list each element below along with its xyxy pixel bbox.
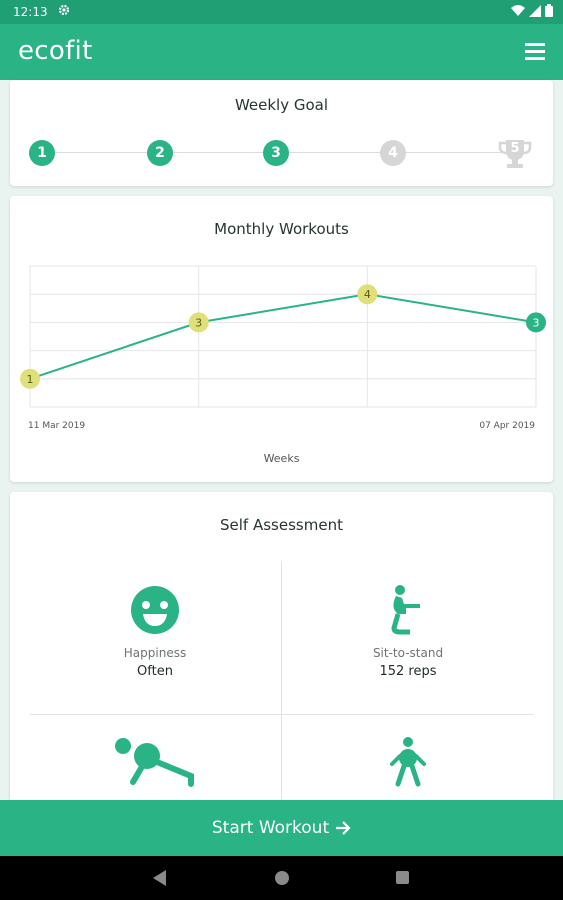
- system-nav-bar: [0, 856, 563, 900]
- weekly-goal-card: Weekly Goal 1 2 3 4 5: [10, 80, 553, 186]
- status-time: 12:13: [13, 5, 48, 19]
- assessment-walking[interactable]: [283, 736, 533, 792]
- assessment-label: Sit-to-stand: [372, 646, 444, 660]
- data-point: [20, 368, 40, 389]
- app-title: ecofit: [18, 36, 93, 66]
- x-tick-start: 11 Mar 2019: [28, 421, 86, 431]
- goal-step-5: 5: [510, 141, 520, 156]
- assessment-value: 152 reps: [379, 664, 437, 679]
- data-point: [188, 312, 209, 333]
- settings-icon: [58, 4, 70, 19]
- trophy-icon: 5: [498, 138, 532, 170]
- walking-icon: [390, 737, 426, 787]
- arrow-right-icon: [336, 821, 351, 835]
- grid-divider-vertical: [281, 562, 282, 812]
- weekly-goal-title: Weekly Goal: [234, 96, 329, 114]
- smiley-icon: [131, 586, 179, 634]
- assessment-plank[interactable]: [30, 736, 280, 792]
- x-tick-end: 07 Apr 2019: [479, 421, 535, 431]
- goal-step-4: 4: [380, 140, 406, 166]
- data-label: 4: [364, 288, 371, 301]
- data-label: 3: [195, 316, 202, 329]
- data-point: [526, 312, 546, 333]
- goal-step-1: 1: [29, 140, 55, 166]
- assessment-happiness[interactable]: Happiness Often: [30, 584, 280, 679]
- assessment-label: Happiness: [123, 646, 187, 660]
- home-icon[interactable]: [275, 871, 289, 885]
- chart-title: Monthly Workouts: [214, 220, 349, 238]
- x-axis-label: Weeks: [263, 452, 300, 465]
- start-workout-button[interactable]: Start Workout: [0, 800, 563, 856]
- data-label: 1: [27, 373, 34, 386]
- series-line: [29, 293, 537, 380]
- self-assessment-title: Self Assessment: [220, 516, 343, 534]
- wifi-icon: [511, 4, 525, 16]
- plank-icon: [115, 738, 194, 787]
- status-icons: [511, 4, 553, 17]
- status-bar: 12:13: [0, 0, 563, 24]
- menu-icon[interactable]: [525, 41, 545, 61]
- back-icon[interactable]: [153, 870, 167, 886]
- self-assessment-card: Self Assessment Happiness Often Sit-to-s…: [10, 492, 553, 812]
- recents-icon[interactable]: [396, 871, 409, 884]
- data-point: [357, 284, 378, 305]
- assessment-value: Often: [137, 664, 173, 679]
- data-label: 3: [533, 316, 540, 329]
- assessment-sit-to-stand[interactable]: Sit-to-stand 152 reps: [283, 584, 533, 679]
- goal-step-2: 2: [147, 140, 173, 166]
- monthly-workouts-card: Monthly Workouts 1 3 4 3 11 Mar 2019 07 Apr…: [10, 196, 553, 482]
- goal-step-3: 3: [263, 140, 289, 166]
- start-workout-label: Start Workout: [211, 818, 330, 838]
- sit-to-stand-icon: [391, 585, 420, 635]
- app-bar: ecofit: [0, 24, 563, 80]
- monthly-workouts-chart: 1 3 4 3: [20, 265, 546, 408]
- signal-icon: [529, 4, 541, 17]
- grid-divider-horizontal: [30, 714, 533, 715]
- battery-icon: [545, 4, 553, 17]
